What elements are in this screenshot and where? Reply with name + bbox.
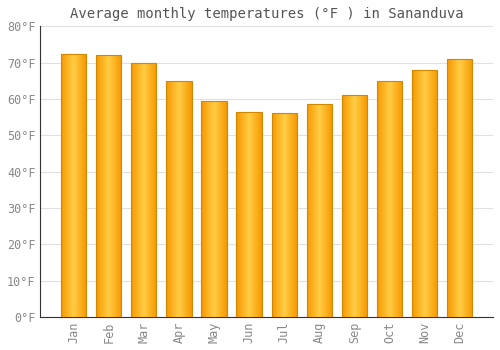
Bar	[272, 113, 297, 317]
Bar	[131, 63, 156, 317]
Bar	[412, 70, 438, 317]
Bar	[342, 95, 367, 317]
Bar	[166, 81, 192, 317]
Bar	[96, 55, 122, 317]
Title: Average monthly temperatures (°F ) in Sananduva: Average monthly temperatures (°F ) in Sa…	[70, 7, 464, 21]
Bar	[61, 54, 86, 317]
Bar	[236, 112, 262, 317]
Bar	[202, 101, 226, 317]
Bar	[447, 59, 472, 317]
Bar	[377, 81, 402, 317]
Bar	[306, 104, 332, 317]
